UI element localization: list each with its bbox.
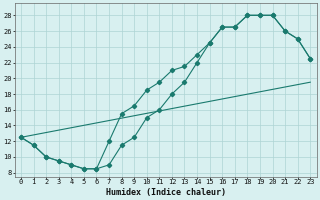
X-axis label: Humidex (Indice chaleur): Humidex (Indice chaleur) <box>106 188 226 197</box>
